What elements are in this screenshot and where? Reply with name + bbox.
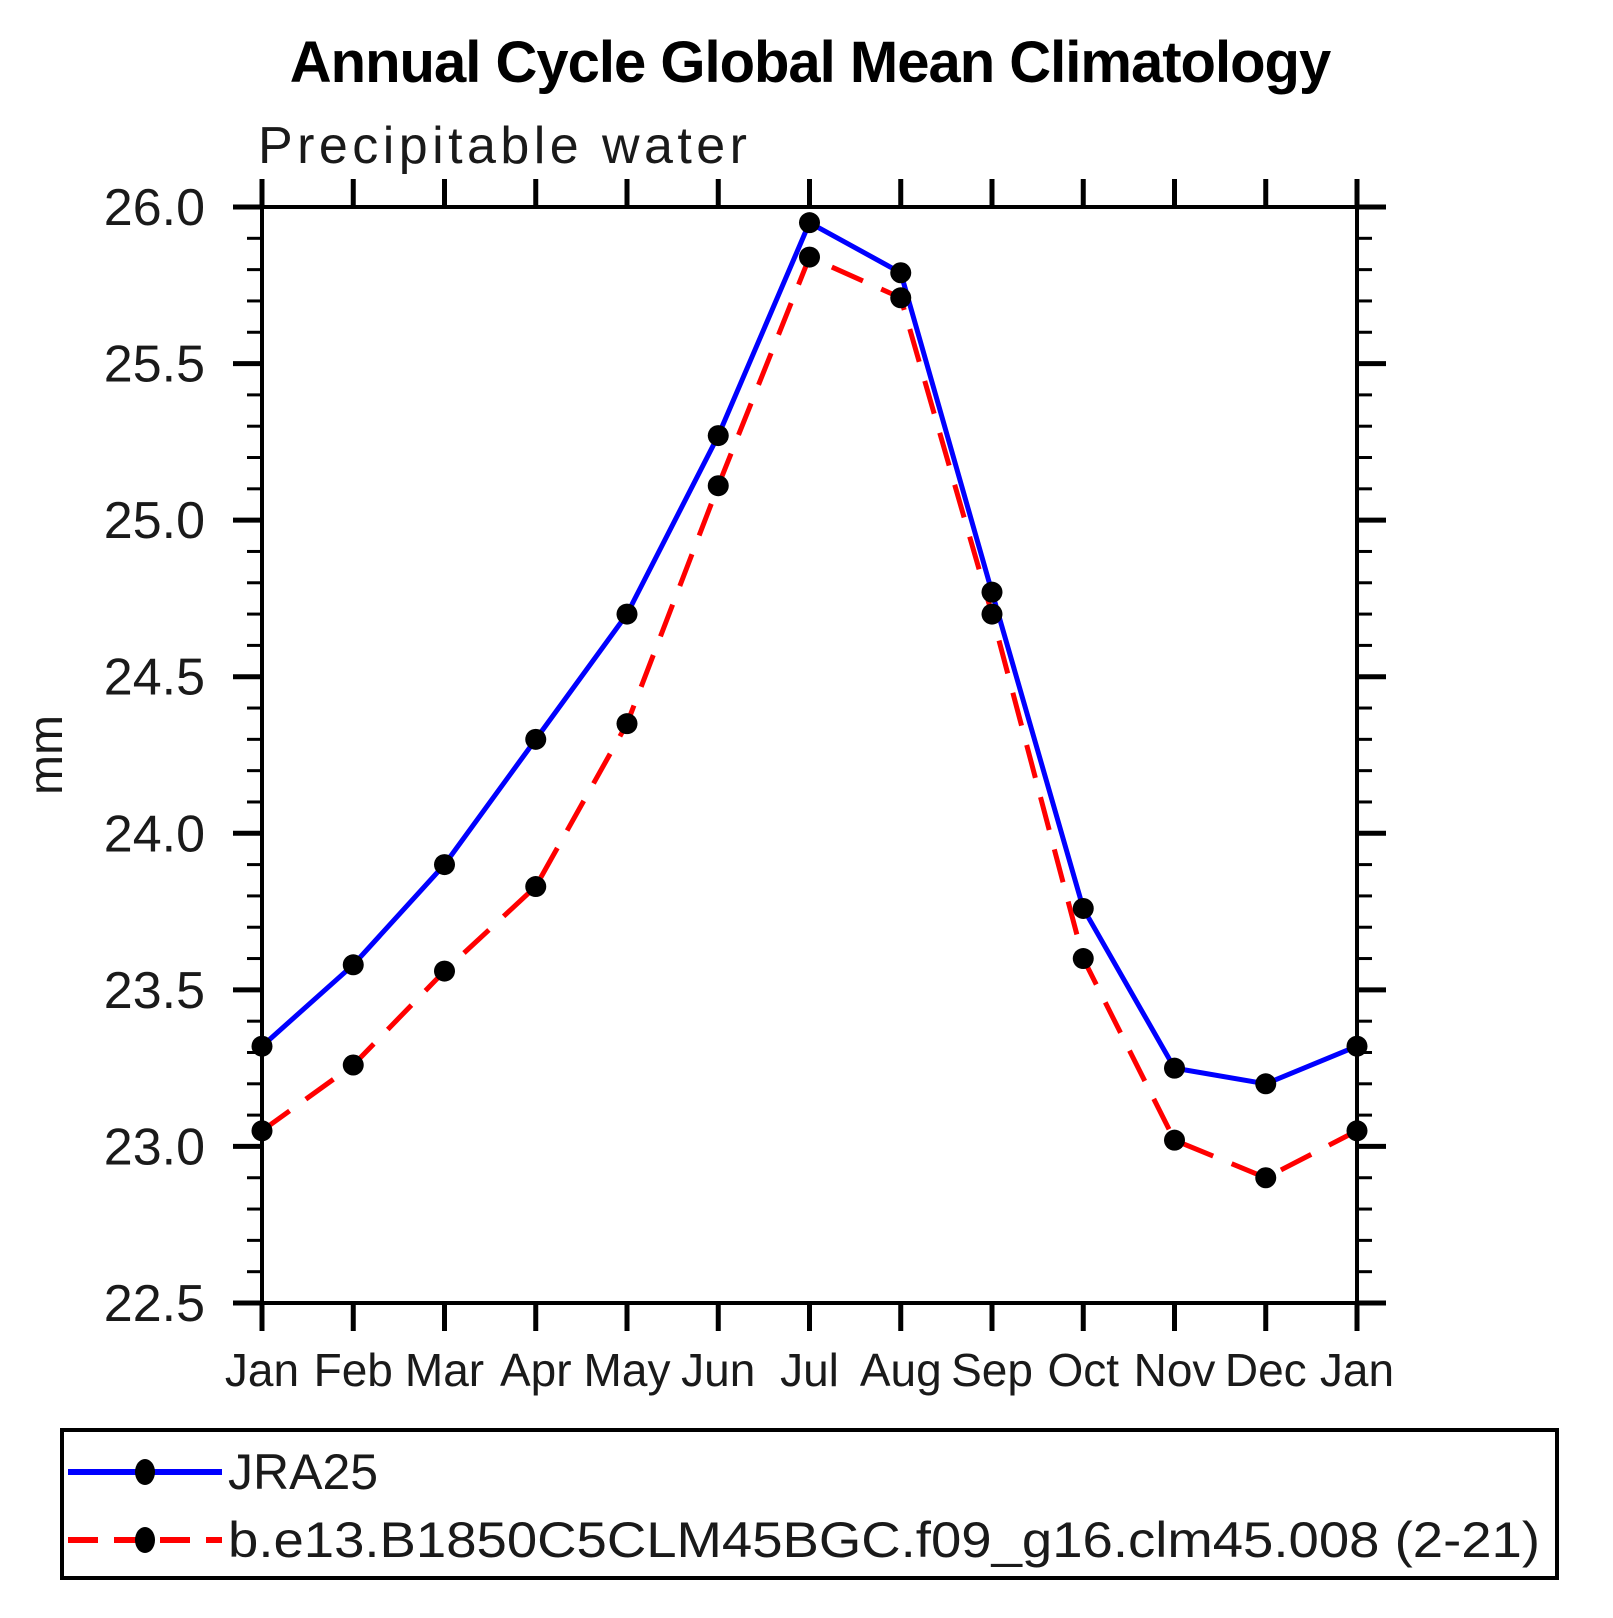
chart-subtitle: Precipitable water <box>258 117 748 175</box>
legend-label-model: b.e13.B1850C5CLM45BGC.f09_g16.clm45.008 … <box>228 1512 1540 1568</box>
plot-area: Jan Feb Mar Apr May Jun Jul Aug Sep Oct Nov Dec Jan2… <box>104 179 1394 1396</box>
data-point-marker <box>1164 1129 1185 1151</box>
x-tick-label: Dec <box>1225 1344 1307 1396</box>
legend: JRA25 b.e13.B1850C5CLM45BGC.f09_g16.clm4… <box>60 1428 1559 1580</box>
x-tick-label: Aug <box>860 1344 942 1396</box>
data-point-marker <box>890 287 912 309</box>
x-tick-label: Nov <box>1134 1344 1216 1396</box>
y-axis-title: mm <box>20 715 73 795</box>
data-point-marker <box>342 1054 364 1076</box>
x-tick-label: May <box>584 1344 671 1396</box>
data-point-marker <box>525 728 547 750</box>
x-tick-label: Jan <box>1320 1344 1394 1396</box>
data-point-marker <box>799 212 820 234</box>
x-tick-label: Jan <box>225 1344 299 1396</box>
x-tick-label: Feb <box>314 1344 393 1396</box>
data-point-marker <box>251 1120 273 1142</box>
y-tick-label: 26.0 <box>104 179 205 237</box>
legend-entry-jra25: JRA25 <box>68 1444 378 1500</box>
data-point-marker <box>707 475 729 497</box>
data-point-marker <box>1255 1167 1277 1189</box>
data-point-marker <box>434 960 455 982</box>
x-tick-label: Mar <box>405 1344 484 1396</box>
data-point-marker <box>1346 1035 1368 1057</box>
x-tick-label: Sep <box>951 1344 1033 1396</box>
data-point-marker <box>1072 948 1094 970</box>
y-tick-label: 25.5 <box>104 336 205 394</box>
series-line-model <box>260 254 1359 1181</box>
y-tick-label: 23.0 <box>104 1118 205 1176</box>
x-tick-label: Jul <box>780 1344 839 1396</box>
y-tick-label: 23.5 <box>104 962 205 1020</box>
data-point-marker <box>434 854 455 876</box>
x-tick-label: Oct <box>1047 1344 1119 1396</box>
legend-marker-icon <box>135 1459 155 1485</box>
y-tick-label: 24.0 <box>104 805 205 863</box>
legend-label-jra25: JRA25 <box>228 1444 378 1500</box>
data-point-marker <box>981 603 1003 625</box>
x-tick-label: Apr <box>500 1344 572 1396</box>
data-point-marker <box>1255 1073 1277 1095</box>
data-point-marker <box>707 425 729 447</box>
data-point-marker <box>251 1035 273 1057</box>
data-point-marker <box>799 246 820 268</box>
data-point-marker <box>1072 897 1094 919</box>
y-tick-label: 22.5 <box>104 1275 205 1333</box>
legend-box <box>60 1428 1559 1580</box>
data-point-marker <box>890 262 912 284</box>
legend-marker-icon <box>135 1527 155 1553</box>
y-tick-label: 24.5 <box>104 649 205 707</box>
data-point-marker <box>616 603 638 625</box>
data-point-marker <box>1164 1057 1185 1079</box>
data-point-marker <box>981 581 1003 603</box>
plot-frame <box>260 205 1359 1305</box>
data-point-marker <box>1346 1120 1368 1142</box>
series-line-jra25 <box>260 220 1358 1087</box>
chart-title: Annual Cycle Global Mean Climatology <box>290 30 1331 95</box>
data-point-marker <box>342 954 364 976</box>
data-point-marker <box>525 876 547 898</box>
y-tick-label: 25.0 <box>104 492 205 550</box>
legend-entry-model: b.e13.B1850C5CLM45BGC.f09_g16.clm45.008 … <box>68 1512 1540 1568</box>
data-point-marker <box>616 713 638 735</box>
x-tick-label: Jun <box>681 1344 755 1396</box>
